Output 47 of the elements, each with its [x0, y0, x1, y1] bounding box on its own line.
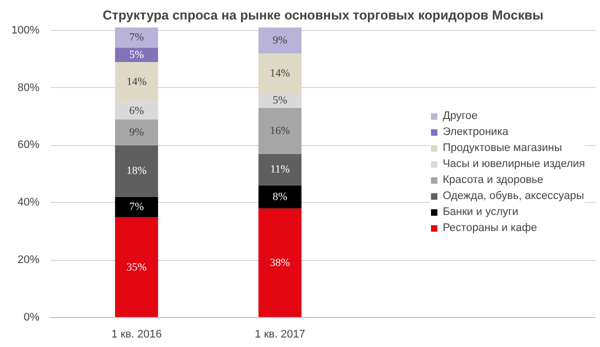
x-tick-label: 1 кв. 2016 — [111, 328, 162, 340]
bar — [115, 145, 158, 197]
data-label: 9% — [272, 34, 288, 46]
legend-label: Одежда, обувь, аксессуары — [442, 190, 584, 202]
data-label: 7% — [129, 200, 144, 213]
y-tick-label: 20% — [17, 254, 40, 266]
legend-label: Электроника — [442, 126, 508, 138]
legend-label: Продуктовые магазины — [442, 142, 562, 154]
data-label: 8% — [272, 190, 288, 203]
bar — [258, 108, 302, 154]
data-label: 16% — [270, 124, 290, 137]
bar — [258, 154, 302, 186]
bar — [115, 28, 158, 48]
data-label: 14% — [126, 76, 147, 88]
bar — [115, 48, 158, 62]
bar — [115, 62, 158, 102]
bar — [258, 208, 302, 318]
bar — [115, 119, 158, 146]
legend-label: Банки и услуги — [442, 206, 518, 218]
legend-label: Другое — [442, 110, 478, 122]
bar — [258, 28, 302, 54]
data-label: 5% — [129, 48, 144, 61]
legend-label: Часы и ювелирные изделия — [442, 158, 585, 170]
y-tick-label: 0% — [24, 312, 40, 324]
data-label: 14% — [270, 67, 290, 80]
bar — [258, 53, 302, 94]
legend-label: Красота и здоровье — [442, 174, 544, 186]
data-label: 6% — [129, 104, 144, 117]
bar — [258, 94, 302, 108]
bar — [115, 196, 158, 218]
y-tick-label: 80% — [17, 82, 40, 94]
bar — [115, 217, 158, 318]
data-label: 11% — [270, 164, 290, 176]
y-tick-label: 40% — [17, 196, 40, 209]
data-label: 35% — [126, 261, 147, 274]
data-label: 9% — [129, 126, 144, 138]
y-tick-label: 100% — [11, 24, 40, 36]
data-label: 18% — [126, 165, 147, 178]
data-label: 38% — [270, 256, 290, 269]
data-label: 5% — [272, 94, 288, 107]
data-label: 7% — [129, 32, 144, 44]
x-tick-label: 1 кв. 2017 — [254, 328, 306, 340]
y-tick-label: 60% — [17, 139, 40, 152]
bar — [115, 102, 158, 120]
chart-title: Структура спроса на рынке основных торговых коридоров Москвы — [102, 8, 544, 22]
legend-label: Рестораны и кафе — [442, 222, 538, 234]
bar — [258, 185, 302, 208]
